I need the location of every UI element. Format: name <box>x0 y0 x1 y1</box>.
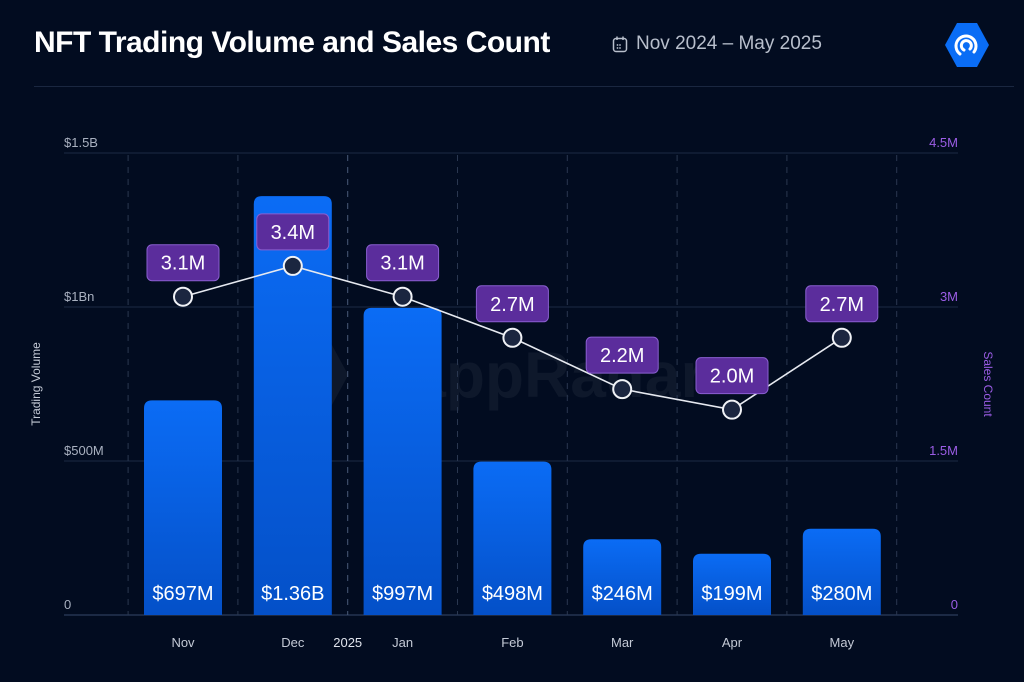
dappradar-logo-icon <box>945 23 989 67</box>
bar-apr <box>693 553 771 615</box>
y2-tick-label: 1.5M <box>929 443 958 458</box>
y-tick-label: $500M <box>64 443 104 458</box>
bar-feb <box>473 461 552 615</box>
y-tick-label: 0 <box>64 597 71 612</box>
sales-label-box <box>366 244 440 282</box>
bar-mar <box>583 539 662 615</box>
sales-point <box>612 379 633 400</box>
bar-value-label: $1.36B <box>261 583 324 605</box>
date-range-text: Nov 2024 – May 2025 <box>636 33 822 54</box>
bar-value-label: $246M <box>592 583 653 605</box>
x-tick-label: May <box>830 635 855 650</box>
y2-tick-label: 4.5M <box>929 135 958 150</box>
bar-nov <box>144 400 222 615</box>
y-tick-label: $1Bn <box>64 289 94 304</box>
sales-label-box <box>585 336 659 374</box>
sales-label: 2.2M <box>600 345 644 367</box>
page-title: NFT Trading Volume and Sales Count <box>34 26 550 59</box>
bar-value-label: $697M <box>152 583 213 605</box>
x-tick-label: Apr <box>722 635 743 650</box>
x-tick-label: Feb <box>501 635 523 650</box>
sales-label: 2.7M <box>490 294 534 316</box>
bar-value-label: $498M <box>482 583 543 605</box>
sales-point <box>392 286 413 307</box>
x-tick-label: Jan <box>392 635 413 650</box>
x-tick-label: Dec <box>281 635 305 650</box>
sales-label: 2.7M <box>820 294 864 316</box>
header-divider <box>34 86 1014 87</box>
sales-label: 3.1M <box>380 253 424 275</box>
y-axis-title: Trading Volume <box>29 342 43 426</box>
bar-may <box>802 528 881 615</box>
sales-label: 3.4M <box>271 222 315 244</box>
sales-label-box <box>475 285 549 323</box>
bar-value-label: $199M <box>701 583 762 605</box>
sales-label: 2.0M <box>710 366 754 388</box>
y-tick-label: $1.5B <box>64 135 98 150</box>
sales-point <box>173 286 193 307</box>
sales-point <box>722 399 742 420</box>
date-range: Nov 2024 – May 2025 <box>612 33 822 55</box>
bar-value-label: $997M <box>372 583 433 605</box>
sales-label-box <box>805 285 879 323</box>
calendar-icon <box>612 36 628 52</box>
y2-axis-title: Sales Count <box>981 351 995 417</box>
sales-label: 3.1M <box>161 253 205 275</box>
sales-point <box>831 327 852 348</box>
sales-label-box <box>256 213 330 251</box>
x-tick-label: Mar <box>611 635 634 650</box>
bar-dec <box>253 196 332 615</box>
y2-tick-label: 3M <box>940 289 958 304</box>
bar-value-label: $280M <box>811 583 872 605</box>
sales-label-box <box>695 357 769 395</box>
y2-tick-label: 0 <box>951 597 958 612</box>
year-marker: 2025 <box>333 635 362 650</box>
sales-point <box>282 255 303 276</box>
x-tick-label: Nov <box>171 635 195 650</box>
bar-jan <box>363 307 442 615</box>
sales-point <box>502 327 523 348</box>
sales-label-box <box>146 244 220 282</box>
